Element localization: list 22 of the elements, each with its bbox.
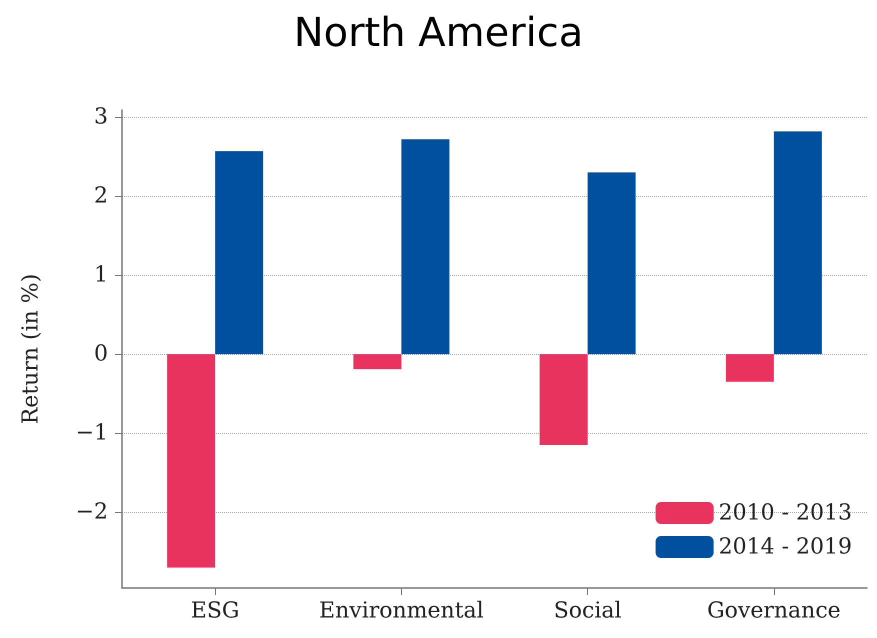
- y-axis-title: Return (in %): [18, 274, 44, 424]
- legend-label: 2010 - 2013: [718, 500, 852, 526]
- chart-title: North America: [294, 10, 584, 56]
- x-tick-label: ESG: [190, 598, 240, 624]
- x-tick-label: Governance: [707, 598, 841, 624]
- y-tick-label: 3: [94, 104, 108, 130]
- legend-label: 2014 - 2019: [718, 534, 852, 560]
- y-tick-label: 2: [94, 184, 108, 209]
- bar: [401, 139, 450, 354]
- y-tick-label: −2: [76, 500, 108, 525]
- bar: [726, 354, 774, 382]
- bar: [774, 131, 822, 354]
- bar: [215, 151, 264, 354]
- y-tick-label: −1: [76, 420, 108, 446]
- x-tick-label: Social: [554, 598, 622, 624]
- x-tick-label: Environmental: [319, 598, 484, 624]
- bar: [588, 172, 636, 354]
- y-tick-label: 1: [94, 262, 108, 288]
- y-tick-label: 0: [94, 342, 108, 367]
- bar: [167, 354, 216, 568]
- bar: [540, 354, 588, 445]
- bar: [353, 354, 402, 370]
